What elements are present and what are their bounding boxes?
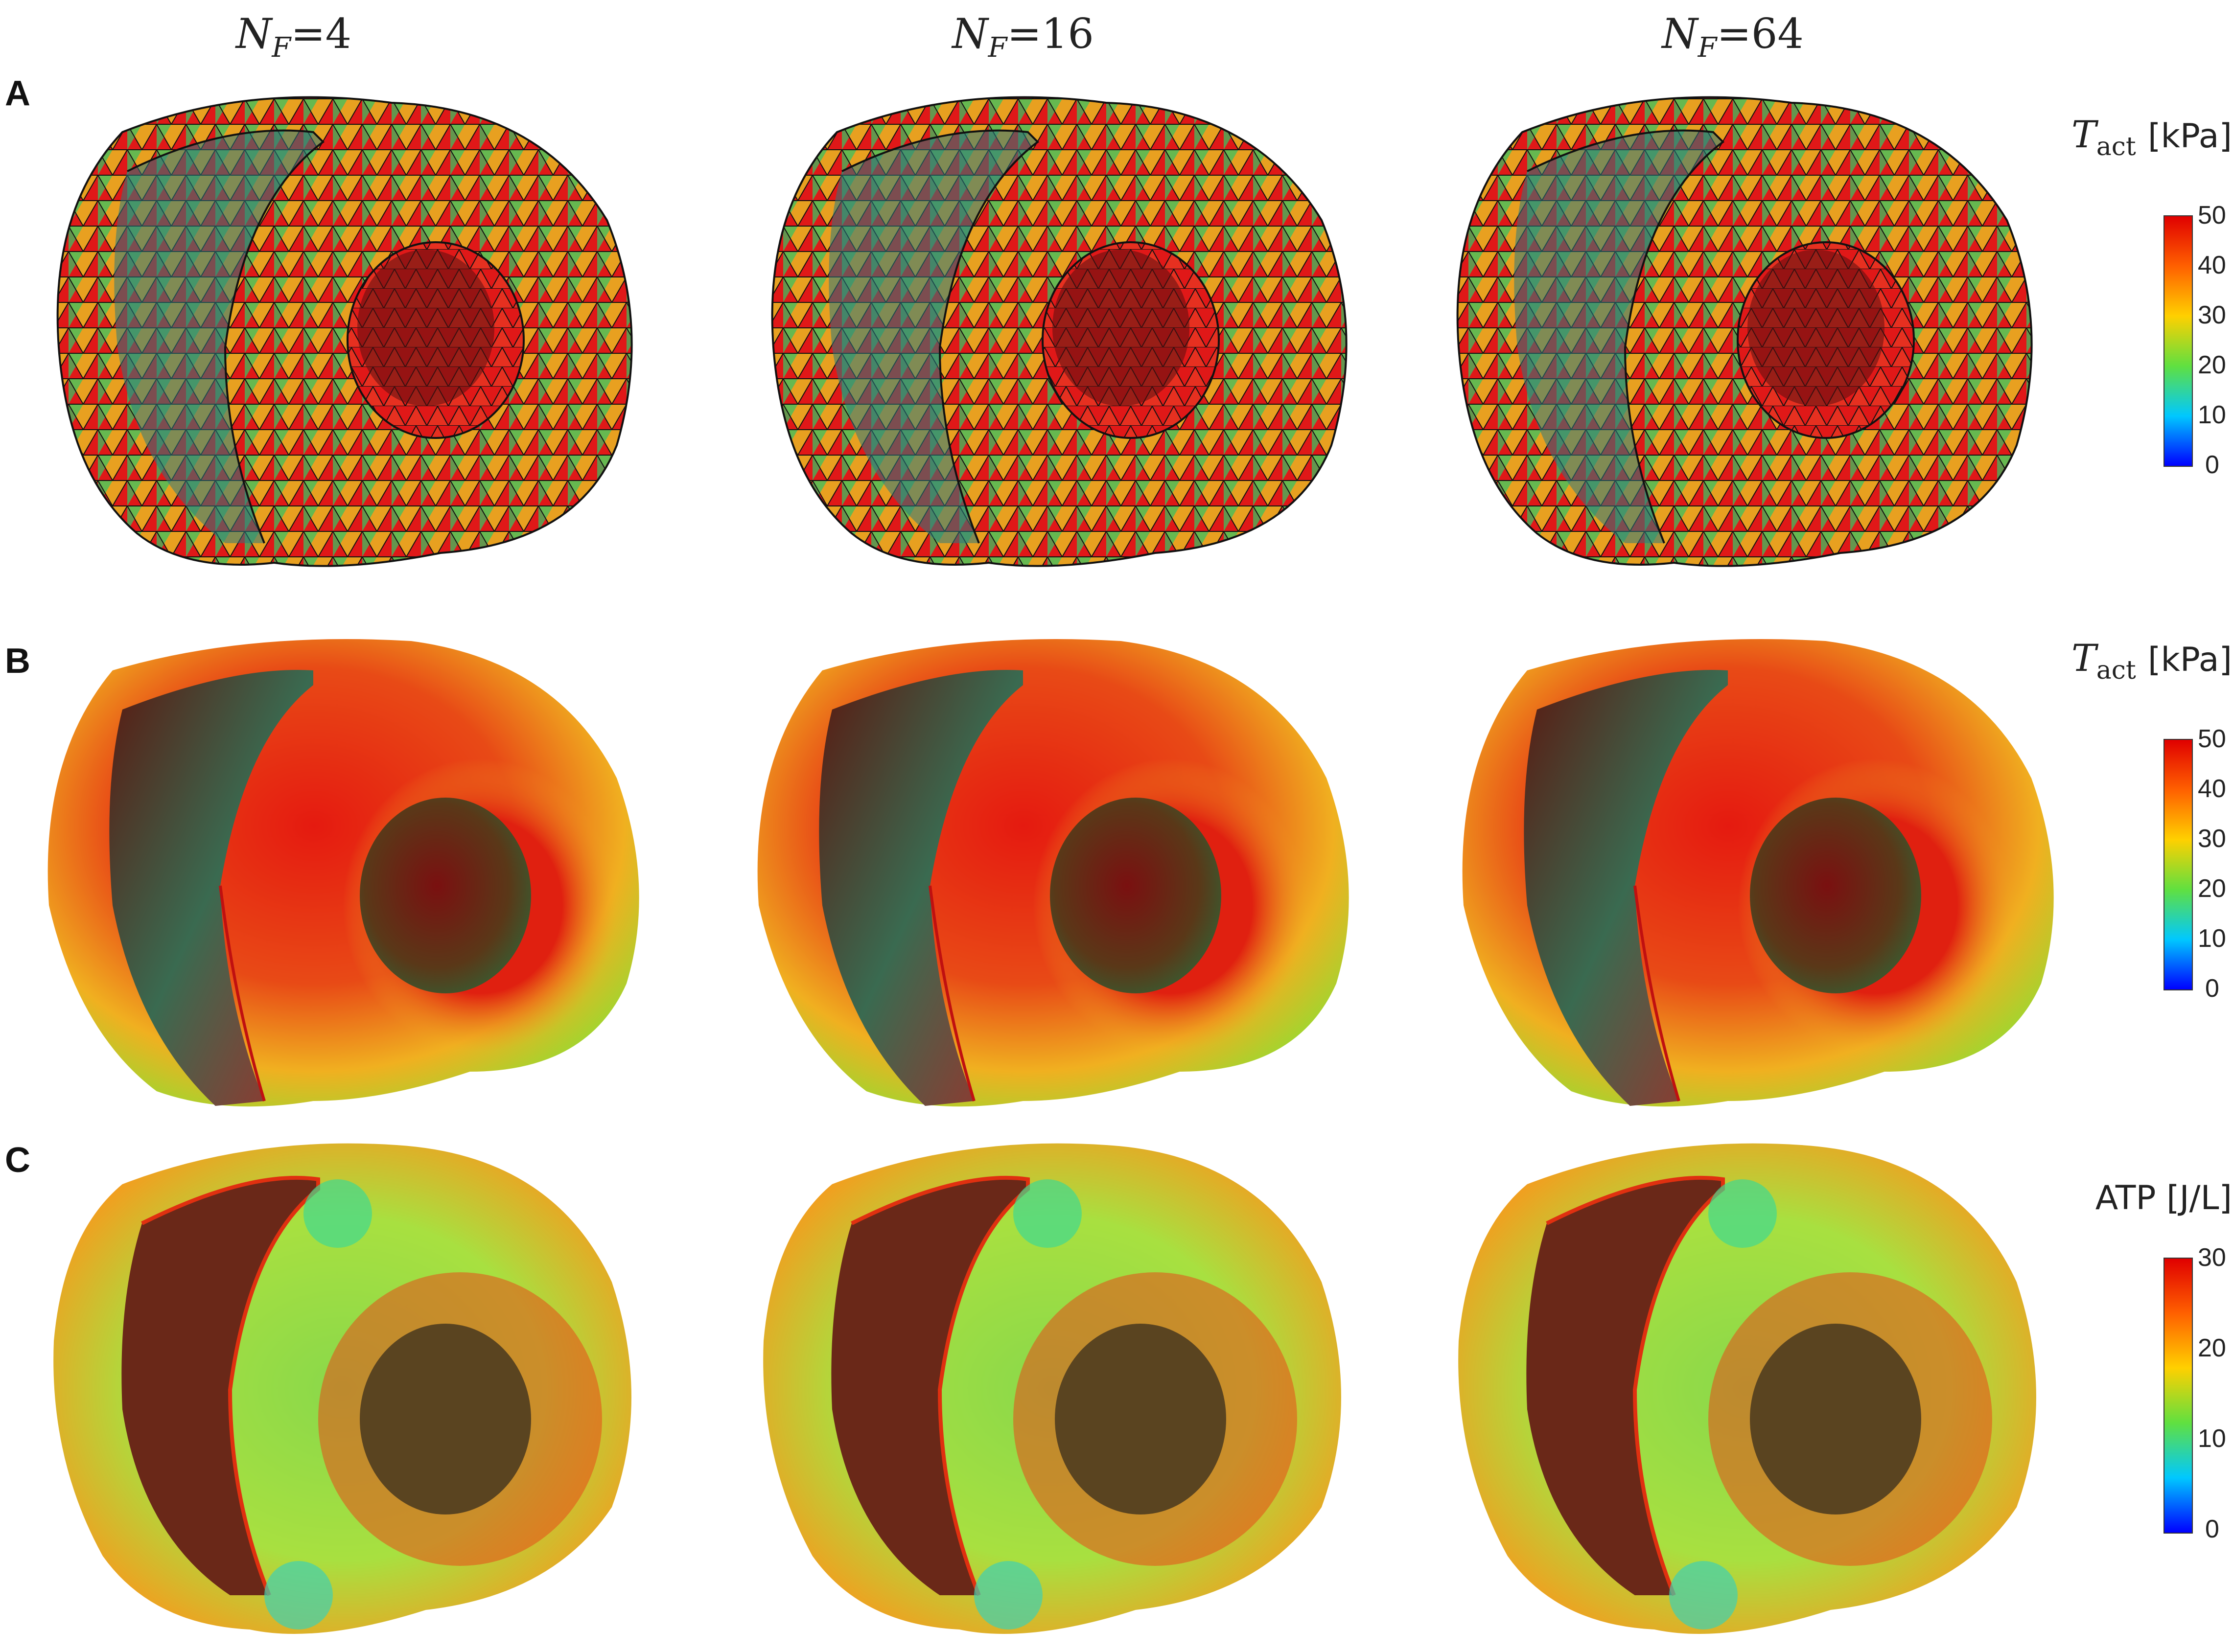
legend-subscript: act: [2096, 656, 2136, 686]
column-symbol: N: [235, 10, 272, 58]
legend-title-c: ATP [J/L]: [2036, 1174, 2232, 1218]
colorbar-tick: 10: [2198, 401, 2226, 429]
legend-unit: [kPa]: [2147, 641, 2232, 679]
colorbar-b: [2163, 739, 2193, 990]
legend-symbol: T: [2071, 636, 2096, 680]
column-value: =4: [291, 10, 352, 58]
colorbar-tick: 50: [2198, 725, 2226, 753]
colorbar-tick: 10: [2198, 924, 2226, 953]
heart-section-c-nf4: [53, 1143, 632, 1634]
colorbar-c: [2163, 1258, 2193, 1534]
column-subscript: F: [988, 31, 1007, 64]
column-header-nf4: NF=4: [147, 10, 441, 64]
heart-section-b-nf4: [47, 639, 639, 1107]
legend-unit: [kPa]: [2147, 117, 2232, 156]
colorbar-tick: 20: [2198, 874, 2226, 903]
colorbar-a: [2163, 215, 2193, 467]
column-symbol: N: [952, 10, 988, 58]
colorbar-tick: 20: [2198, 1334, 2226, 1362]
column-header-nf16: NF=16: [876, 10, 1170, 64]
legend-unit: ATP [J/L]: [2095, 1179, 2232, 1217]
legend-subscript: act: [2096, 132, 2136, 162]
colorbar-tick: 0: [2205, 1515, 2219, 1543]
row-label-c: C: [5, 1141, 30, 1180]
colorbar-tick: 30: [2198, 1243, 2226, 1272]
row-label-b: B: [5, 642, 30, 681]
heart-section-b-nf16: [757, 639, 1349, 1107]
column-value: =64: [1717, 10, 1804, 58]
legend-title-b: Tact [kPa]: [2036, 636, 2232, 685]
column-header-nf64: NF=64: [1586, 10, 1880, 64]
heart-section-c-nf16: [763, 1143, 1341, 1634]
column-symbol: N: [1662, 10, 1698, 58]
colorbar-tick: 0: [2205, 974, 2219, 1003]
column-value: =16: [1007, 10, 1094, 58]
colorbar-tick: 30: [2198, 301, 2226, 329]
column-subscript: F: [272, 31, 291, 64]
row-label-a: A: [5, 74, 30, 113]
heart-section-a-nf16: [771, 96, 1348, 567]
heart-section-a-nf4: [56, 96, 633, 567]
colorbar-tick: 30: [2198, 825, 2226, 853]
colorbar-tick: 50: [2198, 201, 2226, 229]
legend-symbol: T: [2071, 113, 2096, 156]
heart-section-b-nf64: [1462, 639, 2054, 1107]
colorbar-tick: 0: [2205, 451, 2219, 479]
column-subscript: F: [1698, 31, 1717, 64]
heart-section-c-nf64: [1458, 1143, 2036, 1634]
colorbar-tick: 10: [2198, 1424, 2226, 1453]
legend-title-a: Tact [kPa]: [2036, 113, 2232, 161]
colorbar-tick: 40: [2198, 251, 2226, 279]
heart-section-a-nf64: [1456, 96, 2033, 567]
colorbar-tick: 40: [2198, 775, 2226, 803]
colorbar-tick: 20: [2198, 351, 2226, 379]
